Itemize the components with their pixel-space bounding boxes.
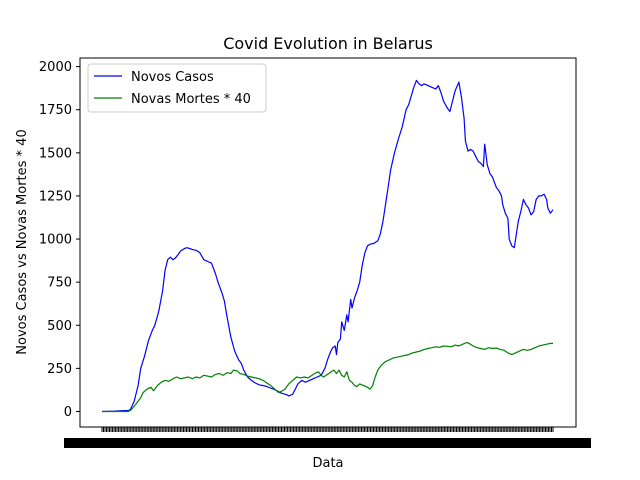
plot-area bbox=[80, 58, 576, 427]
y-tick-label: 500 bbox=[47, 319, 72, 334]
x-axis-ticks bbox=[64, 427, 591, 448]
y-axis-ticks: 0 250 500 750 1000 1250 1500 1750 2000 bbox=[39, 60, 80, 420]
y-axis-label: Novos Casos vs Novas Mortes * 40 bbox=[15, 129, 30, 354]
y-tick-label: 1750 bbox=[39, 103, 72, 118]
y-tick-label: 250 bbox=[47, 362, 72, 377]
series-line-novas-mortes-40 bbox=[102, 341, 553, 413]
legend-label-novos-casos: Novos Casos bbox=[131, 70, 214, 85]
y-tick-label: 750 bbox=[47, 276, 72, 291]
plot-frame bbox=[79, 57, 577, 428]
y-tick-label: 0 bbox=[64, 405, 72, 420]
legend: Novos Casos Novas Mortes * 40 bbox=[87, 63, 267, 113]
y-tick-label: 1250 bbox=[39, 189, 72, 204]
series-lines bbox=[101, 79, 554, 413]
y-tick-label: 1000 bbox=[39, 233, 72, 248]
y-tick-label: 2000 bbox=[39, 60, 72, 75]
series-line-novos-casos bbox=[101, 79, 554, 413]
x-axis-label: Data bbox=[312, 456, 343, 471]
chart-title: Covid Evolution in Belarus bbox=[223, 34, 433, 53]
legend-label-novas-mortes: Novas Mortes * 40 bbox=[131, 92, 251, 107]
legend-box bbox=[87, 63, 267, 113]
x-tick-labels-overlap bbox=[64, 438, 591, 448]
y-tick-label: 1500 bbox=[39, 146, 72, 161]
